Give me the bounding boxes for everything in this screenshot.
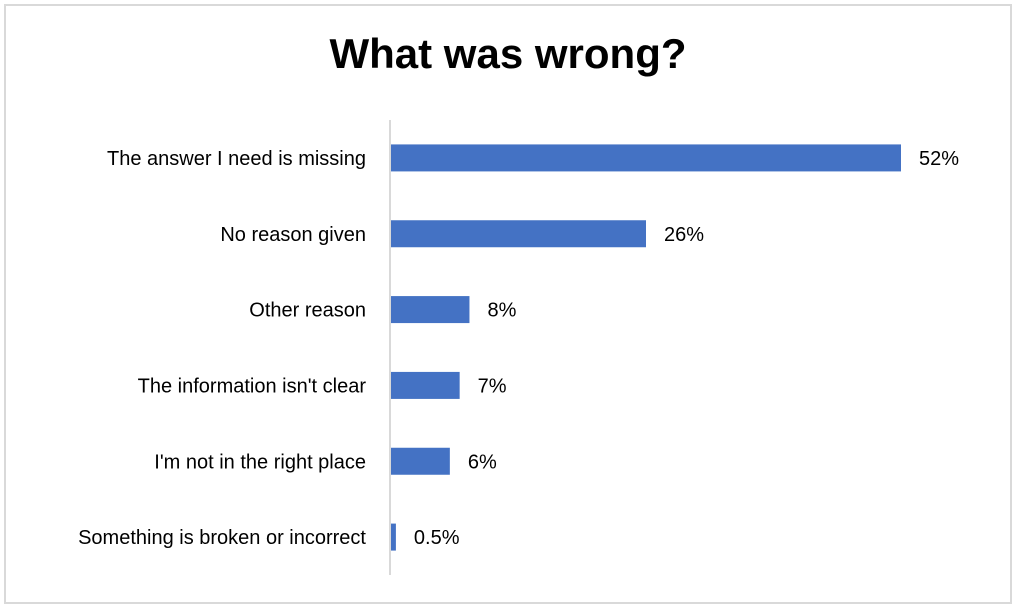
chart-title: What was wrong? [329, 30, 687, 77]
category-label: No reason given [220, 224, 366, 246]
category-label: The answer I need is missing [107, 148, 366, 170]
value-label: 0.5% [414, 527, 460, 549]
bar [391, 144, 901, 172]
category-label: The information isn't clear [138, 375, 367, 397]
chart-frame [4, 4, 1012, 604]
value-label: 7% [478, 375, 507, 397]
value-label: 8% [487, 300, 516, 322]
category-label: Other reason [249, 300, 366, 322]
category-label: Something is broken or incorrect [78, 527, 366, 549]
bar [391, 447, 450, 475]
value-label: 6% [468, 451, 497, 473]
bar [391, 523, 396, 551]
value-label: 26% [664, 224, 704, 246]
category-label: I'm not in the right place [154, 451, 366, 473]
bar [391, 220, 646, 248]
bar [391, 371, 460, 399]
value-label: 52% [919, 148, 959, 170]
bar [391, 296, 470, 324]
